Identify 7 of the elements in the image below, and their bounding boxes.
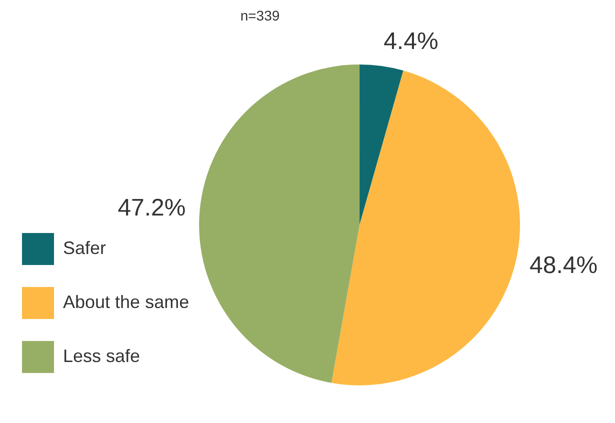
data-label: 4.4% [384, 28, 438, 55]
legend-label: Safer [63, 238, 106, 258]
data-label: 48.4% [530, 252, 598, 279]
chart-title: n=339 [240, 7, 280, 24]
data-label: 47.2% [118, 194, 186, 222]
legend-label: Less safe [63, 346, 140, 366]
legend-label: About the same [63, 292, 190, 312]
